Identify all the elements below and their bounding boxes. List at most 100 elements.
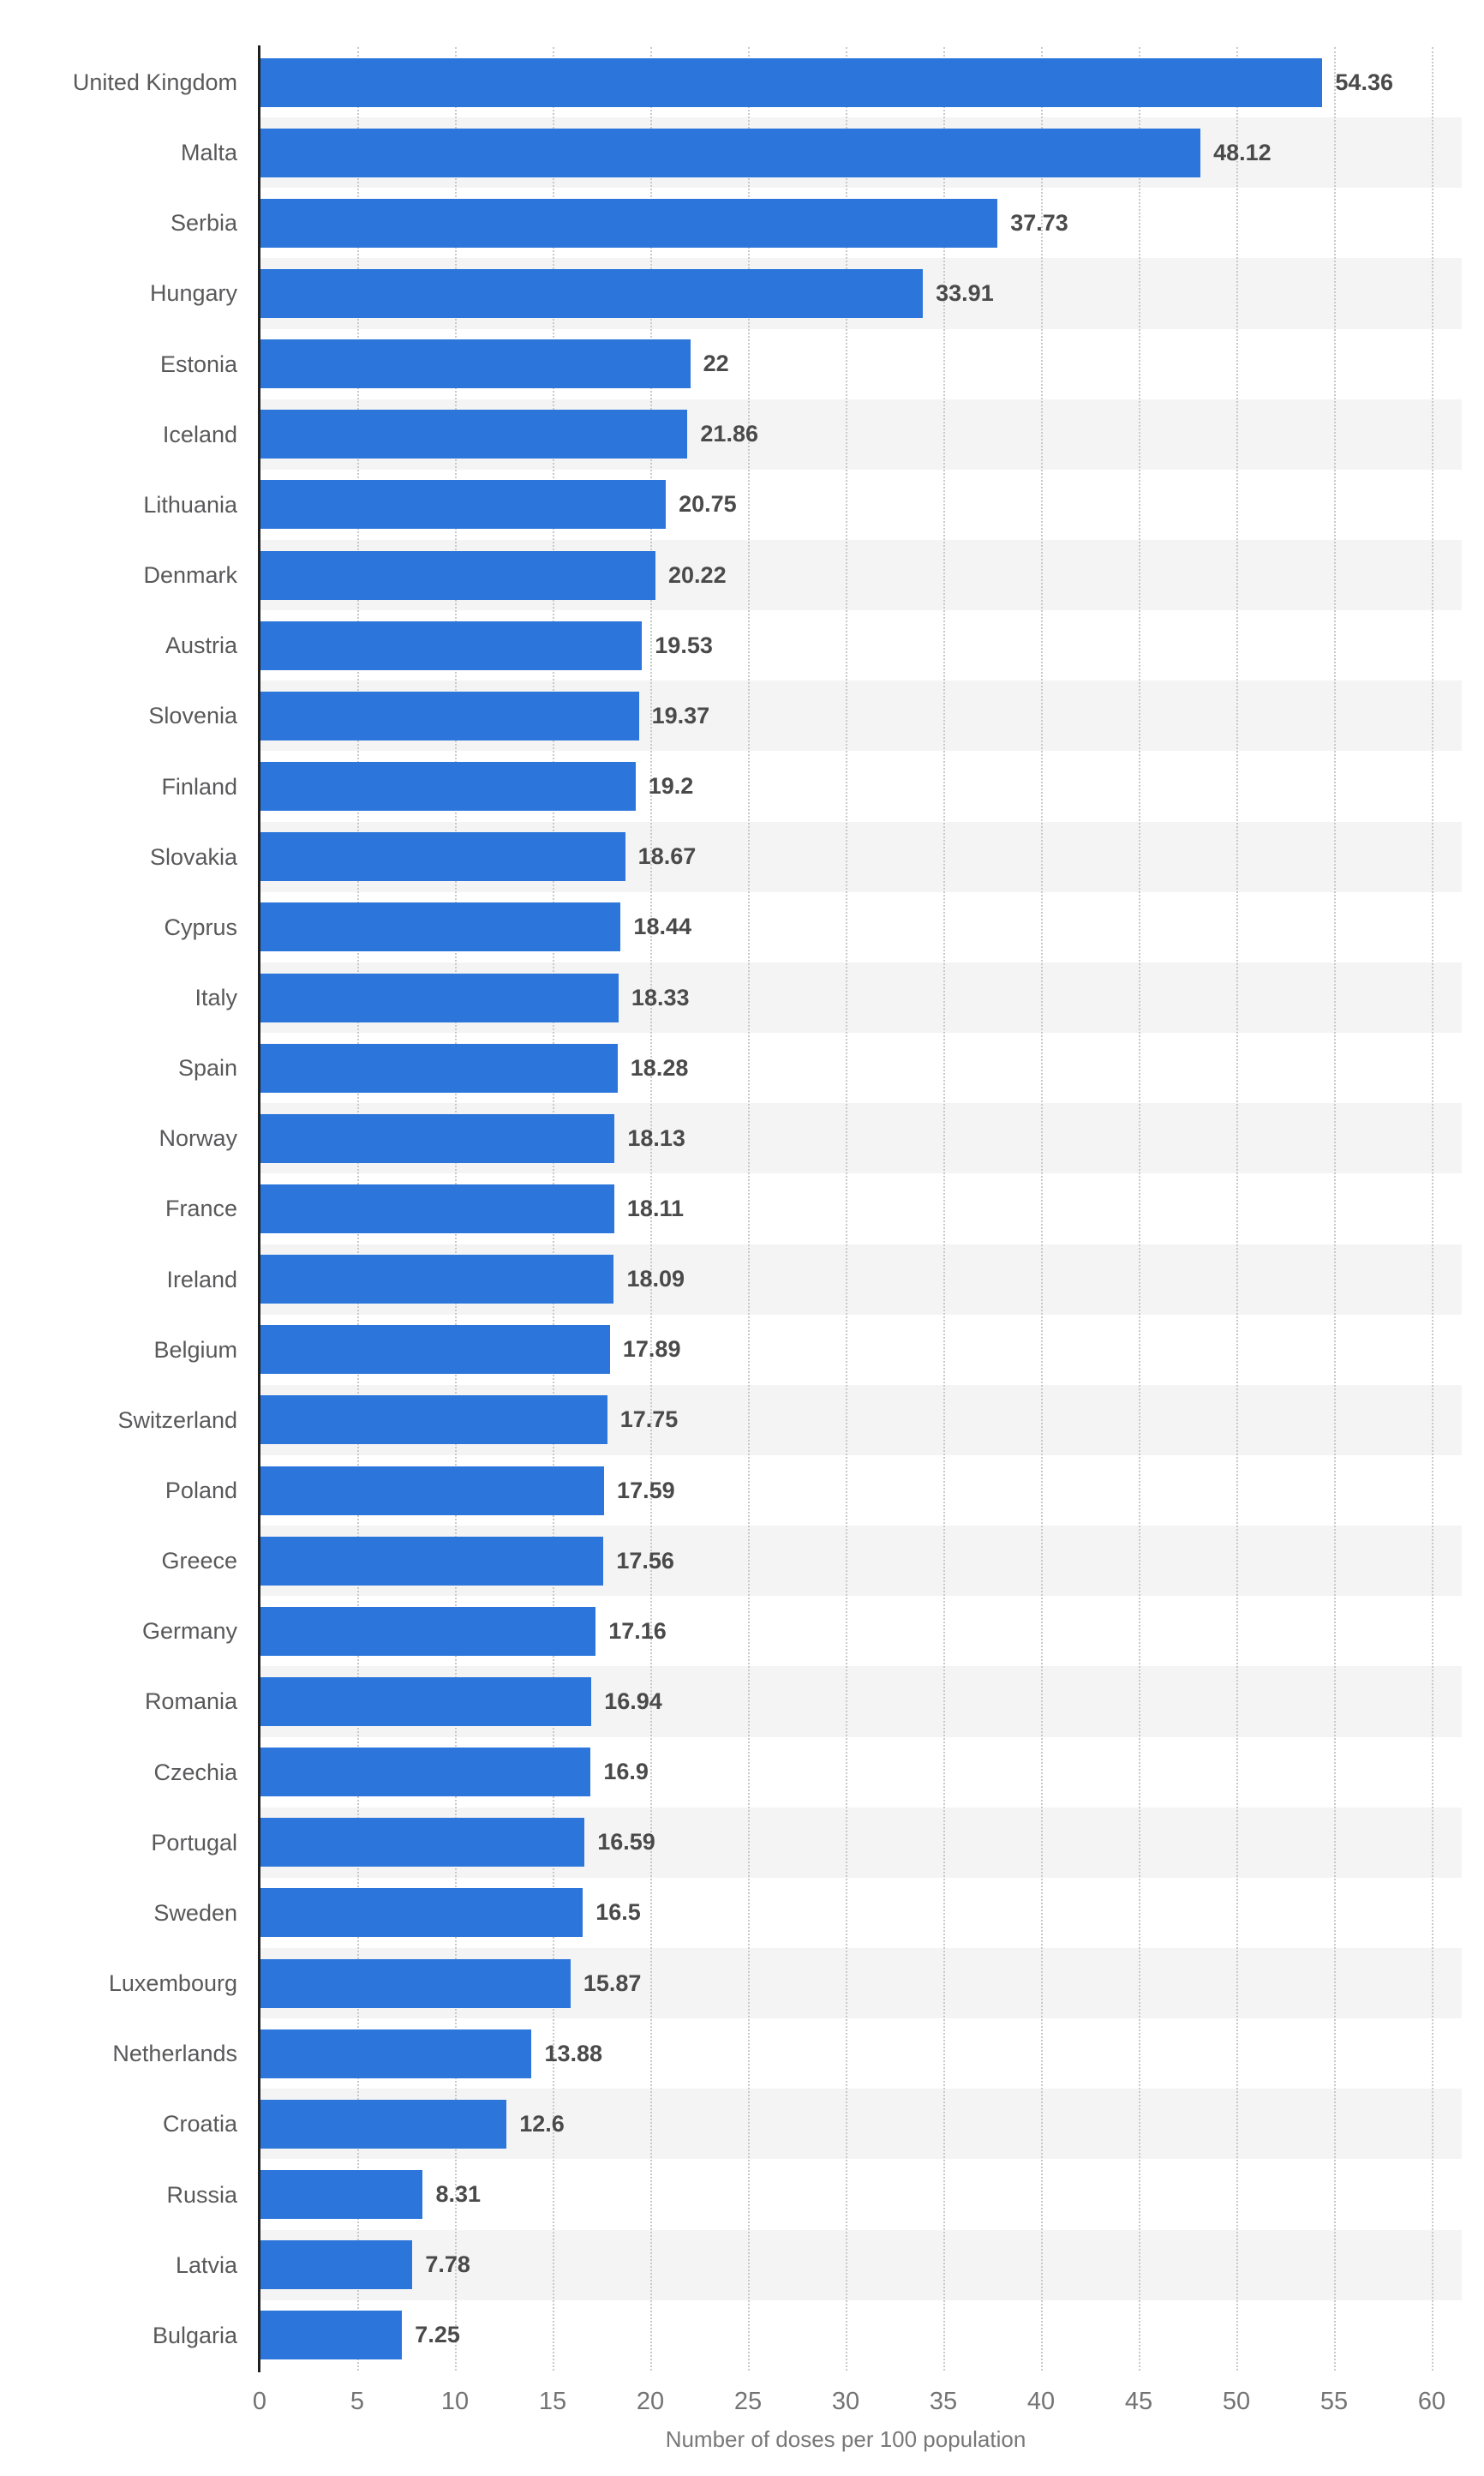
category-label: Russia xyxy=(166,2181,237,2208)
x-tick-label: 30 xyxy=(831,2388,860,2415)
bar[interactable] xyxy=(260,1677,592,1727)
bar[interactable] xyxy=(260,2029,532,2078)
gridline xyxy=(1432,47,1433,2371)
category-label: Italy xyxy=(194,984,237,1010)
value-label: 15.87 xyxy=(583,1969,642,1996)
bar[interactable] xyxy=(260,198,998,248)
bar[interactable] xyxy=(260,2170,423,2220)
category-label: Bulgaria xyxy=(152,2322,237,2348)
gridline xyxy=(1236,47,1238,2371)
value-label: 17.56 xyxy=(616,1547,674,1574)
bar[interactable] xyxy=(260,1184,614,1233)
gridline xyxy=(1334,47,1336,2371)
value-label: 37.73 xyxy=(1010,209,1068,236)
category-label: Norway xyxy=(159,1125,237,1152)
bar[interactable] xyxy=(260,410,688,459)
category-label: Denmark xyxy=(143,562,237,589)
category-label: Czechia xyxy=(153,1759,237,1785)
value-label: 13.88 xyxy=(544,2040,603,2066)
bar[interactable] xyxy=(260,480,667,530)
bar[interactable] xyxy=(260,1466,605,1515)
x-axis-title: Number of doses per 100 population xyxy=(665,2426,1026,2452)
bar[interactable] xyxy=(260,973,619,1022)
value-label: 18.67 xyxy=(637,843,697,870)
y-axis-line xyxy=(258,45,260,2372)
value-label: 12.6 xyxy=(519,2110,565,2137)
value-label: 17.59 xyxy=(617,1477,675,1503)
category-label: Latvia xyxy=(175,2251,237,2278)
value-label: 18.13 xyxy=(627,1124,685,1151)
bar[interactable] xyxy=(260,57,1323,107)
bar[interactable] xyxy=(260,339,691,389)
value-label: 54.36 xyxy=(1335,69,1393,95)
value-label: 7.78 xyxy=(425,2251,470,2278)
bar[interactable] xyxy=(260,1606,596,1656)
bar[interactable] xyxy=(260,832,625,882)
gridline xyxy=(943,47,945,2371)
category-label: Iceland xyxy=(162,421,237,447)
bar[interactable] xyxy=(260,691,639,740)
value-label: 18.33 xyxy=(631,984,690,1010)
bar[interactable] xyxy=(260,1748,591,1797)
bar[interactable] xyxy=(260,269,924,319)
x-tick-label: 50 xyxy=(1222,2388,1251,2415)
category-label: Portugal xyxy=(151,1829,237,1856)
value-label: 18.44 xyxy=(633,914,691,940)
category-label: Estonia xyxy=(159,351,237,377)
gridline xyxy=(1041,47,1043,2371)
category-label: Slovenia xyxy=(148,703,237,729)
bar[interactable] xyxy=(260,2099,507,2149)
bar[interactable] xyxy=(260,2311,403,2360)
bar[interactable] xyxy=(260,1395,607,1445)
bar[interactable] xyxy=(260,762,636,812)
category-label: Netherlands xyxy=(112,2041,237,2067)
x-tick-label: 20 xyxy=(636,2388,665,2415)
x-tick-label: 15 xyxy=(538,2388,567,2415)
x-tick-label: 55 xyxy=(1319,2388,1349,2415)
bar[interactable] xyxy=(260,128,1201,177)
x-tick-label: 45 xyxy=(1124,2388,1153,2415)
category-label: Serbia xyxy=(170,210,237,237)
bar[interactable] xyxy=(260,1958,571,2008)
category-label: Luxembourg xyxy=(108,1970,237,1997)
bar[interactable] xyxy=(260,1113,615,1163)
category-label: Spain xyxy=(177,1055,237,1082)
x-tick-label: 5 xyxy=(350,2388,365,2415)
bar[interactable] xyxy=(260,550,656,600)
value-label: 19.37 xyxy=(651,702,710,728)
gridline xyxy=(1139,47,1140,2371)
category-label: France xyxy=(165,1196,237,1222)
category-label: Ireland xyxy=(166,1266,237,1292)
bar[interactable] xyxy=(260,1818,585,1867)
value-label: 18.09 xyxy=(626,1266,685,1292)
bar[interactable] xyxy=(260,2240,413,2290)
row-band xyxy=(260,2229,1462,2300)
x-tick-label: 0 xyxy=(252,2388,267,2415)
x-tick-label: 25 xyxy=(733,2388,763,2415)
x-tick-label: 40 xyxy=(1026,2388,1056,2415)
bar[interactable] xyxy=(260,1043,618,1093)
value-label: 16.9 xyxy=(603,1759,649,1785)
category-label: Greece xyxy=(161,1548,237,1574)
value-label: 22 xyxy=(703,351,729,377)
category-label: Hungary xyxy=(149,280,237,307)
category-label: Finland xyxy=(161,773,237,800)
bar[interactable] xyxy=(260,1888,583,1938)
value-label: 19.2 xyxy=(648,773,694,800)
x-tick-label: 10 xyxy=(440,2388,470,2415)
bar[interactable] xyxy=(260,620,643,670)
value-label: 18.28 xyxy=(630,1054,689,1081)
bar[interactable] xyxy=(260,1255,614,1304)
value-label: 16.59 xyxy=(597,1829,655,1856)
value-label: 17.16 xyxy=(608,1617,667,1644)
value-label: 21.86 xyxy=(700,421,758,447)
bar[interactable] xyxy=(260,1536,604,1586)
value-label: 16.5 xyxy=(595,1899,641,1926)
bar[interactable] xyxy=(260,1325,610,1375)
category-label: Lithuania xyxy=(143,491,237,518)
value-label: 19.53 xyxy=(655,632,713,658)
category-label: Romania xyxy=(144,1688,237,1715)
category-label: Croatia xyxy=(162,2111,237,2137)
category-label: Poland xyxy=(165,1478,237,1503)
bar[interactable] xyxy=(260,902,621,952)
